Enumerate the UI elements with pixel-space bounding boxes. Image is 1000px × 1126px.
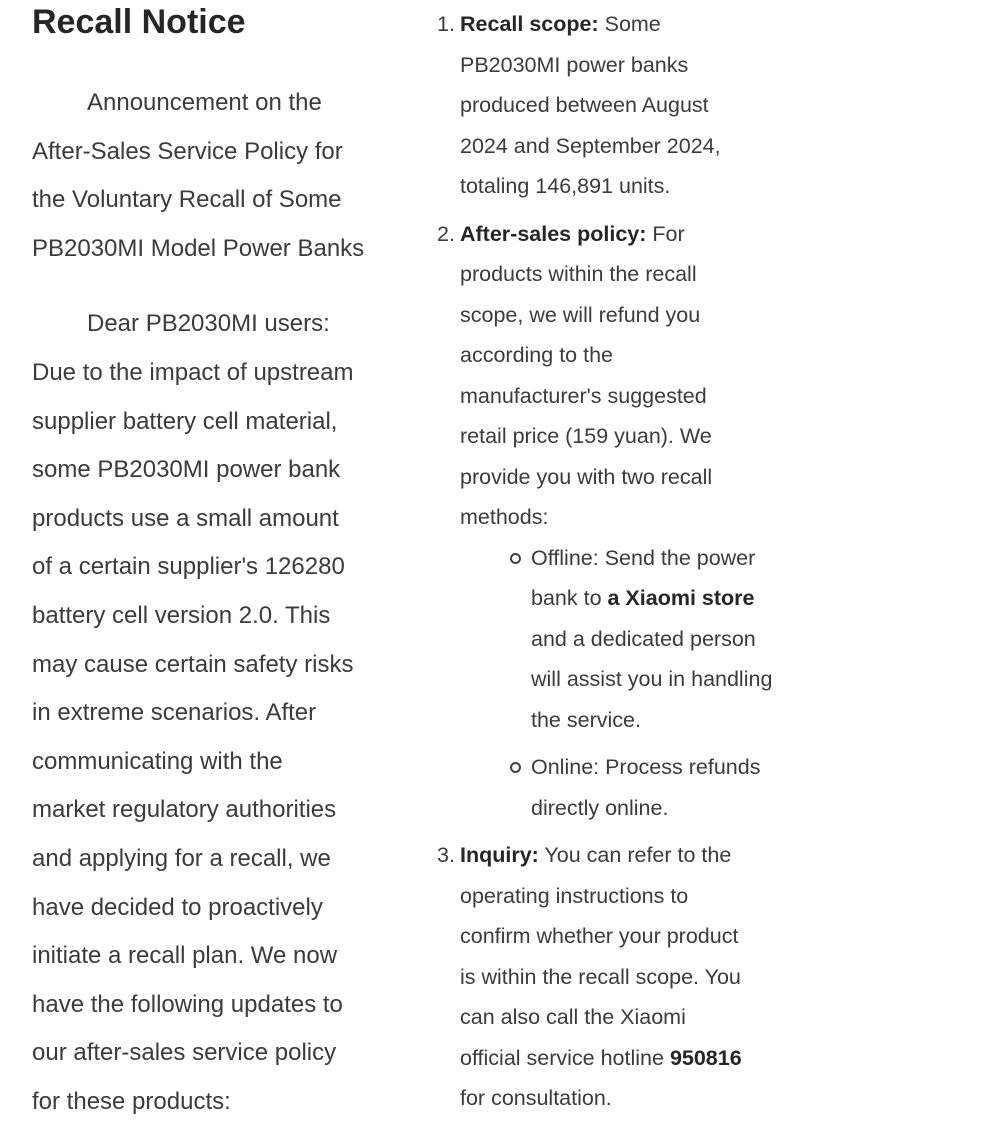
list-item-label: Inquiry: [460,843,539,867]
method-text: Online: Process refunds directly online. [531,755,761,820]
list-item-text: Some PB2030MI power banks produced betwe… [460,12,721,198]
intro-paragraph: Announcement on the After-Sales Service … [32,89,365,262]
list-item-recall-scope: 1. Recall scope: Some PB2030MI power bank… [437,4,1000,207]
list-item-inquiry: 3. Inquiry: You can refer to the operatin… [437,835,1000,1119]
list-item-number: 2. [437,221,455,246]
body-paragraph: Dear PB2030MI users: Due to the impact o… [32,310,354,1115]
recall-points-list: 1. Recall scope: Some PB2030MI power bank… [437,4,1000,1119]
list-item-number: 3. [437,843,455,867]
page-title: Recall Notice [32,3,246,41]
method-item-offline: Offline: Send the power bank to a Xiaomi… [510,538,1000,741]
recall-methods-list: Offline: Send the power bank to a Xiaomi… [510,538,1000,829]
method-text: and a dedicated person will assist you i… [531,626,773,732]
left-column: Recall Notice Announcement on the After-… [32,2,430,1126]
list-item-label: After-sales policy: [460,221,647,246]
list-item-number: 1. [437,12,455,36]
method-bold-text: a Xiaomi store [607,586,755,610]
list-item-text: For products within the recall scope, we… [460,221,713,530]
circle-bullet-icon [510,762,521,773]
right-column: 1. Recall scope: Some PB2030MI power bank… [437,2,1000,1126]
method-item-online: Online: Process refunds directly online. [510,747,1000,828]
hotline-number: 950816 [669,1045,742,1070]
method-text: Offline: Send the power bank to [531,545,756,611]
list-item-text: for consultation. [460,1086,612,1110]
list-item-after-sales-policy: 2. After-sales policy: For products withi… [437,214,1000,829]
circle-bullet-icon [510,552,521,564]
list-item-label: Recall scope: [460,12,599,36]
list-item-text: You can refer to the operating instructi… [460,843,741,1070]
